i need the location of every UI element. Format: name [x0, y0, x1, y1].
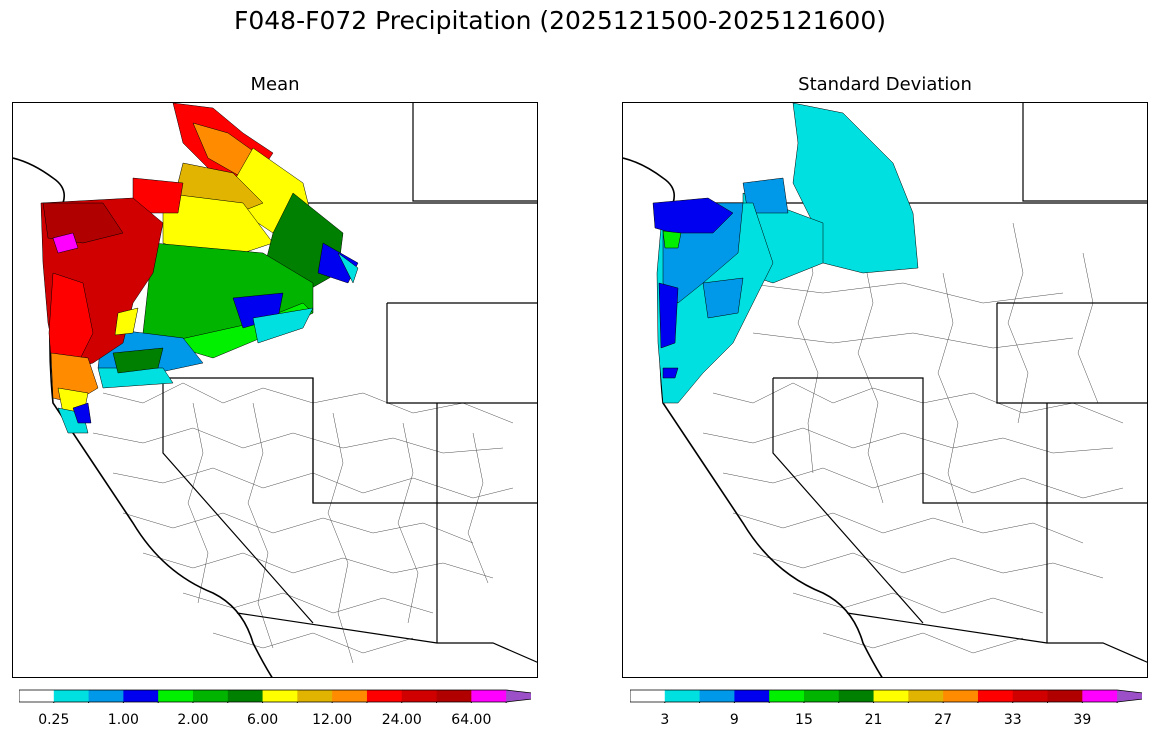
- colorbar-segment: [88, 690, 124, 702]
- colorbar-segment: [332, 690, 368, 702]
- stddev-map: [622, 102, 1148, 678]
- colorbar-tick-label: 12.00: [312, 712, 353, 728]
- colorbar-segment: [436, 690, 472, 702]
- colorbar-tick-label: 33: [1003, 712, 1022, 728]
- colorbar-tick-label: 64.00: [451, 712, 492, 728]
- stddev-colorbar: [629, 688, 1159, 707]
- colorbar-tick-label: 27: [934, 712, 953, 728]
- colorbar-tick-label: 39: [1073, 712, 1092, 728]
- colorbar-segment: [401, 690, 438, 702]
- stddev-precip-field: [652, 103, 919, 404]
- colorbar-segment: [943, 690, 979, 702]
- stddev-colorbar-canvas: [629, 689, 1159, 703]
- mean-map-canvas: [13, 103, 537, 677]
- colorbar-segment: [769, 690, 805, 702]
- colorbar-tick-label: 21: [864, 712, 883, 728]
- colorbar-segment: [803, 690, 840, 702]
- colorbar-segment: [908, 690, 944, 702]
- colorbar-segment: [1117, 690, 1159, 702]
- mean-map: [12, 102, 538, 678]
- colorbar-segment: [664, 690, 701, 702]
- colorbar-tick-label: 15: [795, 712, 813, 728]
- colorbar-segment: [699, 690, 735, 702]
- colorbar-segment: [366, 690, 403, 702]
- colorbar-segment: [123, 690, 159, 702]
- stddev-basins: [702, 222, 1124, 654]
- colorbar-segment: [1012, 690, 1049, 702]
- stddev-coastline: [623, 157, 883, 677]
- colorbar-segment: [262, 690, 298, 702]
- colorbar-tick-label: 24.00: [381, 712, 422, 728]
- colorbar-tick-label: 2.00: [177, 712, 209, 728]
- colorbar-segment: [53, 690, 90, 702]
- colorbar-segment: [977, 690, 1014, 702]
- mean-basins: [92, 382, 514, 664]
- colorbar-tick-label: 6.00: [246, 712, 279, 728]
- colorbar-tick-label: 1.00: [107, 712, 139, 728]
- colorbar-tick-label: 9: [729, 712, 739, 728]
- colorbar-segment: [19, 690, 55, 702]
- colorbar-segment: [297, 690, 333, 702]
- colorbar-segment: [158, 690, 194, 702]
- colorbar-segment: [192, 690, 229, 702]
- colorbar-segment: [734, 690, 770, 702]
- stddev-panel-title: Standard Deviation: [798, 74, 972, 95]
- colorbar-segment: [630, 690, 666, 702]
- mean-colorbar: [18, 688, 559, 707]
- colorbar-segment: [838, 690, 875, 702]
- colorbar-segment: [1047, 690, 1083, 702]
- colorbar-segment: [471, 690, 507, 702]
- colorbar-segment: [227, 690, 264, 702]
- colorbar-tick-label: 3: [660, 712, 670, 728]
- mean-precip-field: [40, 103, 359, 434]
- mean-panel-title: Mean: [250, 74, 300, 95]
- colorbar-segment: [873, 690, 909, 702]
- stddev-map-canvas: [623, 103, 1147, 677]
- mean-colorbar-canvas: [18, 689, 559, 703]
- colorbar-tick-label: 0.25: [38, 712, 70, 728]
- figure-title: F048-F072 Precipitation (2025121500-2025…: [233, 6, 886, 35]
- colorbar-segment: [1082, 690, 1118, 702]
